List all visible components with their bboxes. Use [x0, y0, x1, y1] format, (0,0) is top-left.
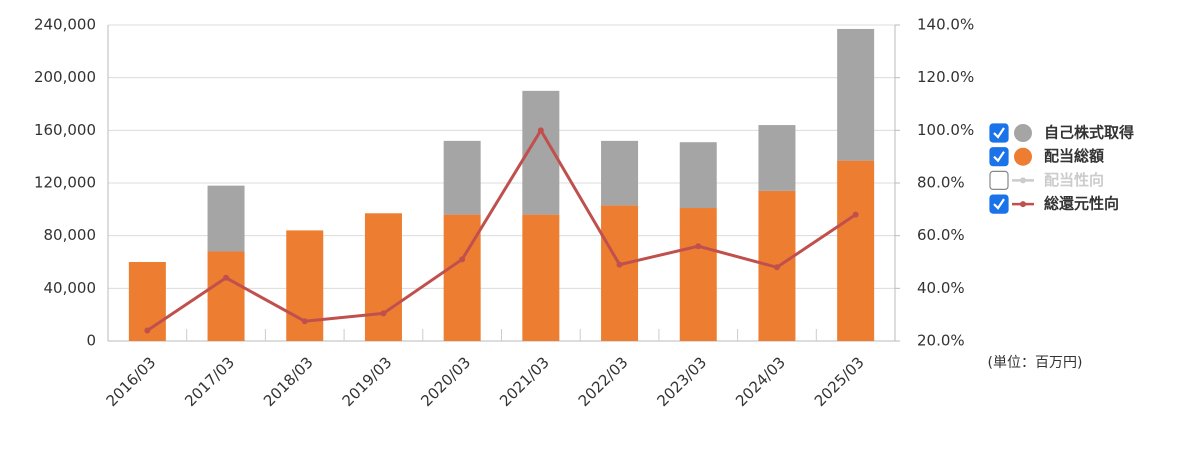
point [852, 211, 859, 218]
point [459, 256, 466, 263]
y-tick-label: 120,000 [34, 174, 96, 192]
legend-checkbox[interactable] [989, 123, 1009, 143]
bar [679, 208, 717, 341]
bar [837, 28, 875, 161]
bar [522, 214, 560, 341]
y-tick-label: 0 [86, 332, 96, 350]
legend-swatch [1014, 124, 1032, 142]
line [146, 127, 857, 332]
bar [364, 213, 402, 341]
point [144, 327, 151, 334]
bar [601, 140, 639, 206]
x-tick-label: 2022/03 [575, 353, 632, 410]
legend-checkbox[interactable] [989, 147, 1009, 167]
x-tick-label: 2021/03 [496, 353, 553, 410]
x-tick-label: 2023/03 [653, 353, 710, 410]
point [301, 318, 308, 325]
y2-tick-label: 20.0% [917, 332, 965, 350]
x-tick-label: 2016/03 [103, 353, 160, 410]
point [695, 243, 702, 250]
bar [443, 140, 481, 215]
bar [443, 214, 481, 341]
legend-label[interactable]: 配当総額 [1044, 147, 1104, 165]
checkmark [993, 127, 1005, 139]
checkmark [993, 151, 1005, 163]
legend-label[interactable]: 配当性向 [1044, 171, 1104, 189]
x-tick-label: 2019/03 [339, 353, 396, 410]
legend-checkbox[interactable] [989, 194, 1009, 214]
legend-label[interactable]: 自己株式取得 [1044, 124, 1134, 142]
y2-tick-label: 60.0% [917, 226, 965, 244]
y2-tick-label: 120.0% [917, 68, 974, 86]
bar [679, 142, 717, 209]
legend-label[interactable]: 総還元性向 [1044, 195, 1119, 213]
point [773, 264, 780, 271]
x-tick-label: 2017/03 [181, 353, 238, 410]
y-tick-label: 200,000 [34, 68, 96, 86]
y-tick-label: 240,000 [34, 16, 96, 34]
bar [758, 125, 796, 191]
checkmark [993, 198, 1005, 210]
x-tick-label: 2018/03 [260, 353, 317, 410]
point [537, 127, 544, 134]
y2-tick-label: 80.0% [917, 174, 965, 192]
y2-tick-label: 100.0% [917, 121, 974, 139]
legend-checkbox[interactable] [989, 170, 1009, 190]
y-tick-label: 80,000 [44, 226, 97, 244]
bar [207, 251, 245, 341]
y-tick-label: 40,000 [44, 279, 97, 297]
legend-swatch [1020, 177, 1026, 184]
point [223, 274, 230, 281]
point [616, 261, 623, 268]
y2-tick-label: 40.0% [917, 279, 965, 297]
legend-swatch [1020, 201, 1026, 208]
point [380, 310, 387, 317]
x-tick-label: 2024/03 [732, 353, 789, 410]
bar [601, 205, 639, 341]
legend-swatch [1014, 147, 1032, 166]
unit-note: (単位：百万円) [988, 355, 1083, 371]
x-tick-label: 2025/03 [811, 353, 868, 410]
y-tick-label: 160,000 [34, 121, 96, 139]
y2-tick-label: 140.0% [917, 16, 974, 34]
bar [286, 230, 324, 341]
x-tick-label: 2020/03 [417, 353, 474, 410]
bar [837, 160, 875, 341]
bar [207, 185, 245, 252]
